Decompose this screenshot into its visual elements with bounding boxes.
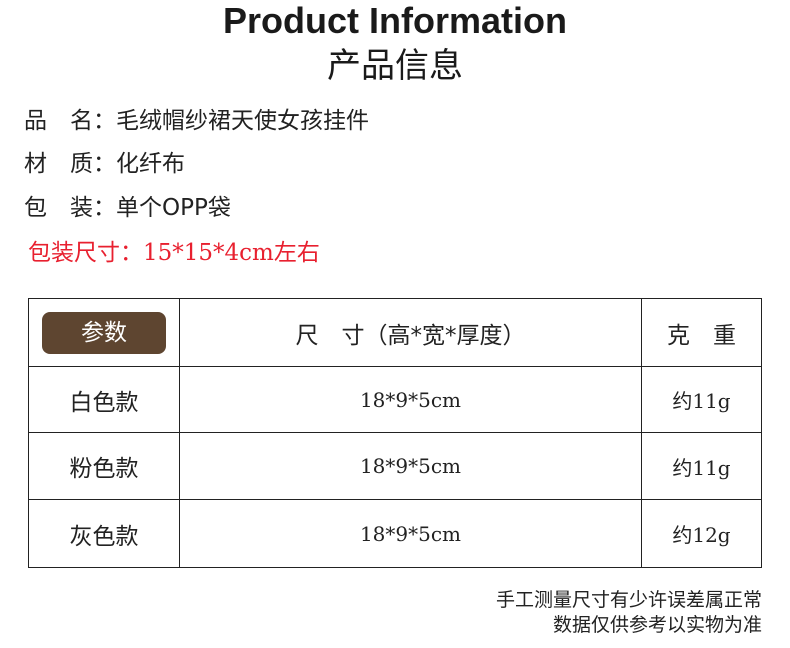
table-row: 白色款 18*9*5cm 约11g [28,366,762,433]
title-english: Product Information [223,0,567,41]
cell-size: 18*9*5cm [179,366,642,433]
cell-variant: 白色款 [28,366,180,433]
cell-weight: 约11g [641,432,762,500]
cell-variant: 粉色款 [28,432,180,500]
table-header-row: 参数 尺 寸（高*宽*厚度） 克 重 [28,298,762,367]
table-row: 灰色款 18*9*5cm 约12g [28,499,762,568]
cell-weight: 约12g [641,499,762,568]
info-value: 毛绒帽纱裙天使女孩挂件 [116,108,369,134]
info-package-size: 包装尺寸：15*15*4cm左右 [28,238,320,268]
info-material: 材 质：化纤布 [24,149,185,179]
info-value: 单个OPP袋 [116,195,231,221]
cell-size: 18*9*5cm [179,499,642,568]
info-label: 材 质： [24,151,116,177]
cell-size: 18*9*5cm [179,432,642,500]
cell-variant: 灰色款 [28,499,180,568]
info-label: 品 名： [24,108,116,134]
info-packaging: 包 装：单个OPP袋 [24,193,231,223]
info-label: 包 装： [24,195,116,221]
info-product-name: 品 名：毛绒帽纱裙天使女孩挂件 [24,106,369,136]
cell-weight: 约11g [641,366,762,433]
header-weight: 克 重 [641,298,762,367]
header-size: 尺 寸（高*宽*厚度） [179,298,642,367]
footer-note-1: 手工测量尺寸有少许误差属正常 [495,589,762,611]
info-value: 化纤布 [116,151,185,177]
footer-note-2: 数据仅供参考以实物为准 [552,614,762,636]
params-badge: 参数 [42,311,166,354]
table-row: 粉色款 18*9*5cm 约11g [28,432,762,500]
title-chinese: 产品信息 [327,46,463,86]
info-value: 15*15*4cm左右 [143,240,320,266]
spec-table: 参数 尺 寸（高*宽*厚度） 克 重 白色款 18*9*5cm 约11g 粉色款… [28,298,762,568]
info-label: 包装尺寸： [28,240,143,266]
